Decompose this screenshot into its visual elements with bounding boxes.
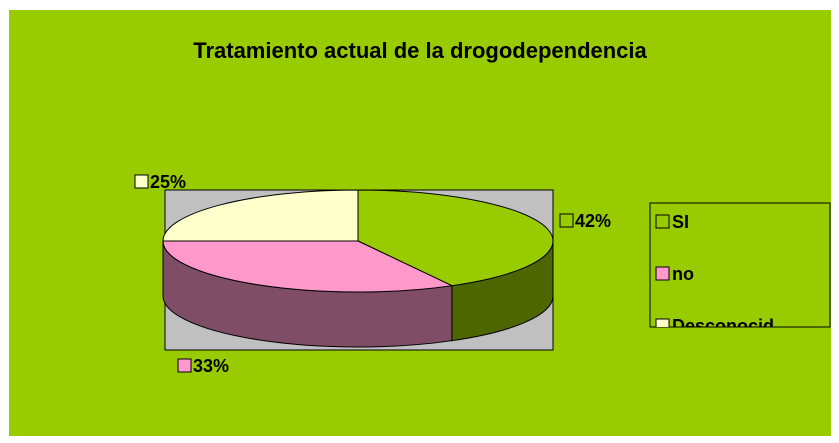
data-label-key <box>177 358 192 373</box>
data-label-key <box>134 174 149 189</box>
data-label: 42% <box>575 211 611 231</box>
data-label-key <box>559 213 574 228</box>
legend-box <box>649 202 831 328</box>
legend: SI no Desconocid <box>655 212 774 336</box>
chart-title: Tratamiento actual de la drogodependenci… <box>193 38 647 63</box>
pie: 42% 33% 25% <box>134 172 611 376</box>
legend-label: no <box>672 264 694 284</box>
legend-label: SI <box>672 212 689 232</box>
legend-key <box>655 214 670 229</box>
data-label: 33% <box>193 356 229 376</box>
data-label: 25% <box>150 172 186 192</box>
pie-slice <box>162 240 454 293</box>
legend-label: Desconocid <box>672 316 774 336</box>
legend-key <box>655 266 670 281</box>
legend-key <box>655 318 670 327</box>
pie-slice <box>357 189 554 287</box>
pie-slice <box>162 189 359 242</box>
